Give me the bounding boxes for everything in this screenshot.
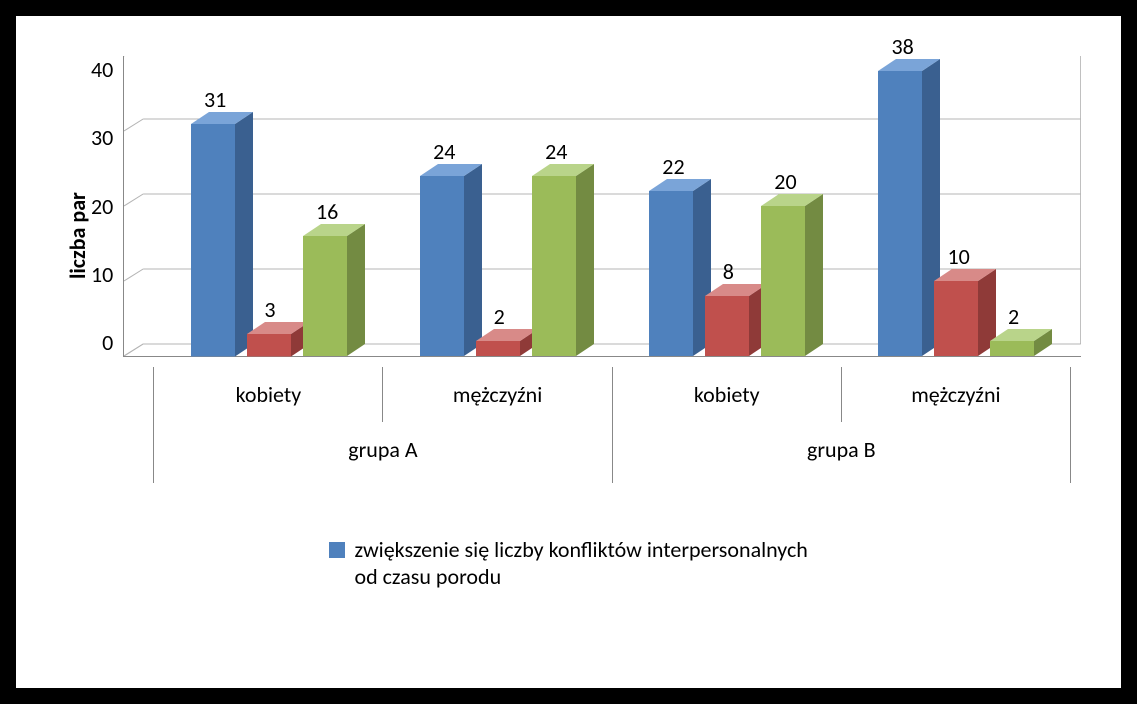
bar: 8 xyxy=(705,296,749,356)
bar: 2 xyxy=(990,341,1034,356)
y-tick-label: 30 xyxy=(91,124,113,151)
plot-wrapper: 31 3 16 24 2 24 22 8 20 38 10 xyxy=(123,46,1081,486)
bar-group: 24 2 24 xyxy=(383,56,612,356)
x-subcategory-label: mężczyźni xyxy=(842,367,1071,422)
bar-value-label: 8 xyxy=(723,258,734,285)
bar-group: 31 3 16 xyxy=(154,56,383,356)
bar-group: 38 10 2 xyxy=(842,56,1071,356)
bar: 24 xyxy=(420,176,464,356)
bar-value-label: 20 xyxy=(774,168,796,195)
bar-groups: 31 3 16 24 2 24 22 8 20 38 10 xyxy=(124,56,1081,356)
x-subcategory-label: kobiety xyxy=(613,367,842,422)
x-subcategory-label: mężczyźni xyxy=(383,367,612,422)
bar-value-label: 3 xyxy=(264,296,275,323)
legend: zwiększenie się liczby konfliktów interp… xyxy=(56,536,1081,590)
bar: 31 xyxy=(191,124,235,357)
y-tick-label: 20 xyxy=(91,193,113,220)
bar-group: 22 8 20 xyxy=(613,56,842,356)
bar: 16 xyxy=(303,236,347,356)
bar: 10 xyxy=(934,281,978,356)
bar-value-label: 24 xyxy=(545,138,567,165)
bar: 3 xyxy=(247,334,291,357)
bar: 24 xyxy=(532,176,576,356)
x-axis-categories: grupa Agrupa B xyxy=(123,422,1081,483)
legend-swatch xyxy=(329,542,345,558)
bar: 38 xyxy=(878,71,922,356)
x-category-label: grupa A xyxy=(153,422,612,483)
y-tick-label: 0 xyxy=(102,329,113,356)
bar-value-label: 16 xyxy=(316,198,338,225)
y-tick-label: 10 xyxy=(91,261,113,288)
bar-value-label: 10 xyxy=(947,243,969,270)
legend-item: zwiększenie się liczby konfliktów interp… xyxy=(329,536,809,590)
bar: 2 xyxy=(476,341,520,356)
y-axis-ticks: 40 30 20 10 0 xyxy=(91,56,123,356)
y-axis-label: liczba par xyxy=(56,86,91,386)
legend-label: zwiększenie się liczby konfliktów interp… xyxy=(355,536,809,590)
bar-value-label: 24 xyxy=(433,138,455,165)
x-subcategory-label: kobiety xyxy=(153,367,383,422)
bar: 22 xyxy=(649,191,693,356)
x-category-label: grupa B xyxy=(613,422,1071,483)
chart-container: liczba par 403020100 31 3 16 24 2 24 22 xyxy=(56,46,1081,486)
bar-value-label: 38 xyxy=(891,33,913,60)
chart-frame: liczba par 403020100 31 3 16 24 2 24 22 xyxy=(0,0,1137,704)
bar-value-label: 31 xyxy=(204,86,226,113)
bar-value-label: 2 xyxy=(1008,303,1019,330)
bar-value-label: 22 xyxy=(662,153,684,180)
plot-area: 31 3 16 24 2 24 22 8 20 38 10 xyxy=(123,56,1081,357)
bar: 20 xyxy=(761,206,805,356)
y-tick-label: 40 xyxy=(91,56,113,83)
bar-value-label: 2 xyxy=(494,303,505,330)
x-axis-subcategories: kobietymężczyźnikobietymężczyźni xyxy=(123,367,1081,422)
